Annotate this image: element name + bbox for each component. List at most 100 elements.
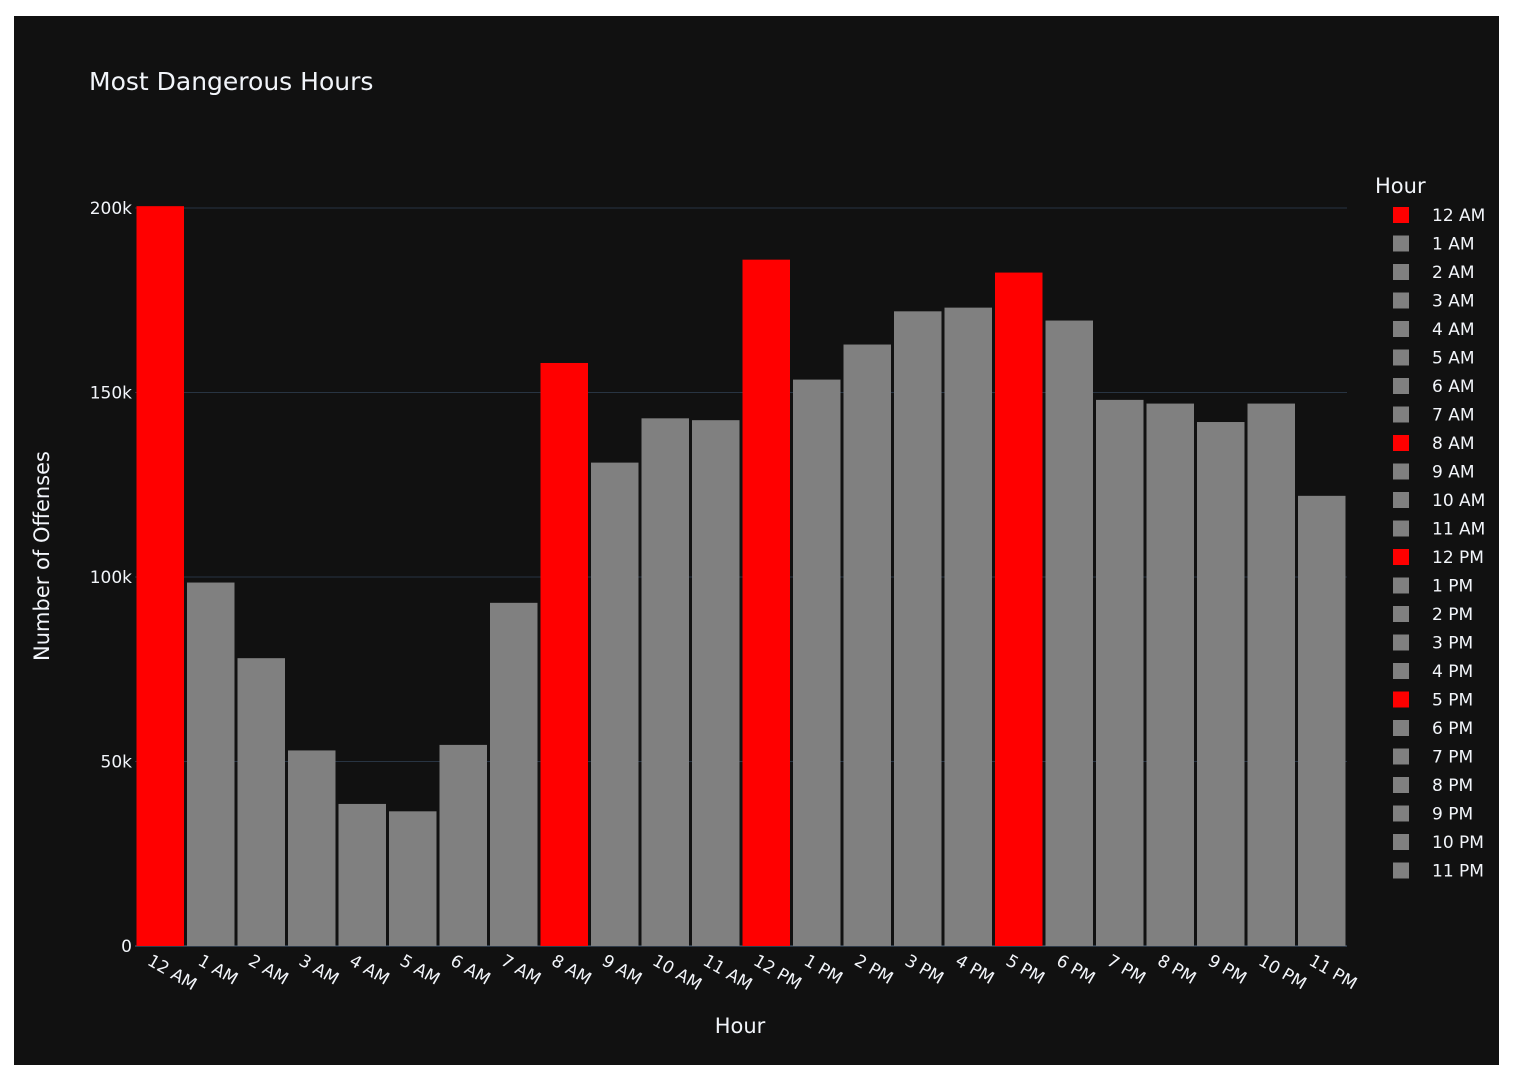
legend-swatch[interactable] <box>1393 862 1409 879</box>
legend-swatch[interactable] <box>1393 577 1409 594</box>
legend-swatch[interactable] <box>1393 292 1409 309</box>
bar[interactable] <box>894 311 942 946</box>
legend-swatch[interactable] <box>1393 207 1409 223</box>
bar[interactable] <box>490 602 538 946</box>
bar[interactable] <box>540 362 589 947</box>
legend-swatch[interactable] <box>1393 606 1409 622</box>
legend-label[interactable]: 10 AM <box>1432 491 1485 511</box>
legend-label[interactable]: 1 PM <box>1432 577 1473 597</box>
legend-label[interactable]: 5 AM <box>1432 349 1475 369</box>
legend-label[interactable]: 2 PM <box>1432 605 1473 625</box>
bar[interactable] <box>742 259 791 946</box>
y-axis-ticks: 0 50k 100k 150k 200k <box>90 199 132 957</box>
x-tick-label: 10 AM <box>649 951 705 995</box>
bar[interactable] <box>1045 320 1094 946</box>
legend-label[interactable]: 2 AM <box>1432 263 1475 283</box>
legend-swatch[interactable] <box>1393 520 1409 537</box>
x-tick-label: 11 AM <box>699 951 755 995</box>
x-tick-label: 8 AM <box>548 951 595 990</box>
legend-swatch[interactable] <box>1393 463 1409 480</box>
legend-swatch[interactable] <box>1393 634 1409 651</box>
x-tick-label: 5 PM <box>1002 951 1048 989</box>
bar[interactable] <box>995 272 1043 946</box>
legend-swatch[interactable] <box>1393 235 1409 252</box>
legend-label[interactable]: 7 AM <box>1432 406 1475 426</box>
x-tick-label: 7 AM <box>497 951 544 990</box>
legend-label[interactable]: 6 AM <box>1432 377 1475 397</box>
legend-swatch[interactable] <box>1393 777 1409 793</box>
legend-title: Hour <box>1375 174 1426 198</box>
y-axis-title: Number of Offenses <box>30 451 54 661</box>
legend-swatch[interactable] <box>1393 406 1409 423</box>
legend-label[interactable]: 12 AM <box>1432 206 1485 226</box>
legend-swatch[interactable] <box>1393 805 1409 822</box>
bar[interactable] <box>641 418 690 947</box>
legend-swatch[interactable] <box>1393 321 1409 337</box>
legend-label[interactable]: 8 PM <box>1432 776 1473 796</box>
x-tick-label: 12 PM <box>750 951 805 994</box>
legend-label[interactable]: 3 PM <box>1432 634 1473 654</box>
x-axis-title: Hour <box>715 1014 766 1038</box>
y-tick-label: 50k <box>101 753 133 773</box>
x-tick-label: 4 PM <box>952 951 998 989</box>
legend[interactable]: Hour 12 AM 1 AM 2 AM 3 AM 4 AM 5 AM 6 AM 7 AM 8 … <box>1375 174 1485 882</box>
x-tick-label: 10 PM <box>1255 951 1310 994</box>
legend-label[interactable]: 12 PM <box>1432 548 1484 568</box>
legend-label[interactable]: 4 PM <box>1432 662 1473 682</box>
bar[interactable] <box>1096 399 1144 946</box>
legend-swatch[interactable] <box>1393 349 1409 366</box>
x-tick-label: 5 AM <box>396 951 443 990</box>
bar[interactable] <box>793 379 841 947</box>
bar[interactable] <box>338 803 387 946</box>
legend-label[interactable]: 6 PM <box>1432 719 1473 739</box>
legend-swatch[interactable] <box>1393 549 1409 565</box>
x-tick-label: 1 PM <box>800 951 846 989</box>
x-tick-label: 9 AM <box>598 951 645 990</box>
legend-swatch[interactable] <box>1393 748 1409 765</box>
legend-label[interactable]: 8 AM <box>1432 434 1475 454</box>
x-tick-label: 7 PM <box>1103 951 1149 989</box>
bar[interactable] <box>843 344 892 946</box>
bar[interactable] <box>1146 403 1195 946</box>
legend-items[interactable]: 12 AM 1 AM 2 AM 3 AM 4 AM 5 AM 6 AM 7 AM 8 AM 9 A… <box>1393 206 1485 882</box>
legend-swatch[interactable] <box>1393 435 1409 451</box>
legend-label[interactable]: 3 AM <box>1432 292 1475 312</box>
legend-swatch[interactable] <box>1393 264 1409 280</box>
x-tick-label: 1 AM <box>194 951 241 990</box>
legend-label[interactable]: 5 PM <box>1432 691 1473 711</box>
x-tick-label: 6 AM <box>447 951 494 990</box>
bar[interactable] <box>1197 422 1245 946</box>
legend-swatch[interactable] <box>1393 691 1409 708</box>
x-tick-label: 11 PM <box>1305 951 1360 994</box>
legend-swatch[interactable] <box>1393 720 1409 736</box>
x-tick-label: 4 AM <box>346 951 393 990</box>
bar[interactable] <box>187 582 235 946</box>
bar[interactable] <box>944 307 993 946</box>
legend-swatch[interactable] <box>1393 492 1409 508</box>
legend-label[interactable]: 9 AM <box>1432 463 1475 483</box>
bar[interactable] <box>1247 403 1296 946</box>
bar[interactable] <box>591 462 639 946</box>
legend-label[interactable]: 7 PM <box>1432 748 1473 768</box>
bar[interactable] <box>136 206 185 946</box>
x-axis-ticks: 12 AM1 AM 2 AM 3 AM 4 AM 5 AM 6 AM 7 AM 8 AM 9 A… <box>144 951 1361 995</box>
bar[interactable] <box>439 744 488 946</box>
legend-label[interactable]: 1 AM <box>1432 235 1475 255</box>
x-tick-label: 8 PM <box>1154 951 1200 989</box>
bar-chart: Most Dangerous Hours 0 50k 100k 150k 200k 12… <box>30 67 1485 1038</box>
legend-swatch[interactable] <box>1393 834 1409 850</box>
legend-label[interactable]: 10 PM <box>1432 833 1484 853</box>
gridlines <box>135 207 1347 947</box>
bar[interactable] <box>237 658 286 946</box>
legend-label[interactable]: 11 AM <box>1432 520 1485 540</box>
bar[interactable] <box>1298 495 1346 946</box>
bar[interactable] <box>692 420 740 946</box>
legend-label[interactable]: 11 PM <box>1432 862 1484 882</box>
legend-swatch[interactable] <box>1393 378 1409 394</box>
legend-label[interactable]: 4 AM <box>1432 320 1475 340</box>
bar[interactable] <box>288 750 336 946</box>
bar[interactable] <box>389 811 437 946</box>
legend-swatch[interactable] <box>1393 663 1409 679</box>
x-tick-label: 3 PM <box>901 951 947 989</box>
legend-label[interactable]: 9 PM <box>1432 805 1473 825</box>
